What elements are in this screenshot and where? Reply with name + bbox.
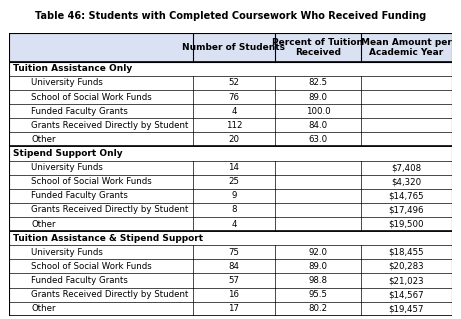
- Text: Other: Other: [31, 304, 56, 313]
- Text: Grants Received Directly by Student: Grants Received Directly by Student: [31, 121, 189, 130]
- Text: Number of Students: Number of Students: [182, 43, 285, 52]
- Text: University Funds: University Funds: [31, 163, 103, 172]
- Text: 112: 112: [225, 121, 242, 130]
- Text: Funded Faculty Grants: Funded Faculty Grants: [31, 276, 128, 285]
- Text: Percent of Tuition
Received: Percent of Tuition Received: [272, 38, 363, 57]
- Text: 84.0: 84.0: [308, 121, 327, 130]
- Text: 14: 14: [228, 163, 239, 172]
- Text: $21,023: $21,023: [389, 276, 424, 285]
- Text: 92.0: 92.0: [308, 248, 327, 257]
- Text: 4: 4: [231, 219, 236, 228]
- Text: 16: 16: [228, 290, 239, 299]
- Text: $14,567: $14,567: [389, 290, 424, 299]
- Text: 95.5: 95.5: [308, 290, 327, 299]
- Text: Table 46: Students with Completed Coursework Who Received Funding: Table 46: Students with Completed Course…: [35, 11, 426, 21]
- Text: University Funds: University Funds: [31, 78, 103, 87]
- Text: 100.0: 100.0: [306, 107, 330, 115]
- Text: Other: Other: [31, 219, 56, 228]
- Text: 75: 75: [228, 248, 239, 257]
- Bar: [9, 90, 452, 104]
- Text: 80.2: 80.2: [308, 304, 327, 313]
- Text: 76: 76: [228, 93, 239, 101]
- Bar: [9, 76, 452, 90]
- Text: Funded Faculty Grants: Funded Faculty Grants: [31, 191, 128, 200]
- Text: $19,500: $19,500: [389, 219, 424, 228]
- Bar: [9, 62, 452, 76]
- Text: 20: 20: [228, 135, 239, 144]
- Text: 57: 57: [228, 276, 239, 285]
- Bar: [9, 33, 452, 62]
- Bar: [9, 231, 452, 245]
- Bar: [9, 146, 452, 160]
- Text: School of Social Work Funds: School of Social Work Funds: [31, 93, 152, 101]
- Text: Tuition Assistance & Stipend Support: Tuition Assistance & Stipend Support: [13, 234, 203, 243]
- Bar: [9, 104, 452, 118]
- Text: Grants Received Directly by Student: Grants Received Directly by Student: [31, 290, 189, 299]
- Bar: [9, 203, 452, 217]
- Text: $18,455: $18,455: [389, 248, 424, 257]
- Text: 82.5: 82.5: [308, 78, 327, 87]
- Text: $20,283: $20,283: [389, 262, 424, 271]
- Bar: [9, 259, 452, 273]
- Text: Tuition Assistance Only: Tuition Assistance Only: [13, 64, 132, 73]
- Text: 89.0: 89.0: [308, 93, 327, 101]
- Text: $17,496: $17,496: [389, 205, 424, 214]
- Bar: [9, 132, 452, 146]
- Bar: [9, 118, 452, 132]
- Bar: [9, 175, 452, 189]
- Text: 9: 9: [231, 191, 236, 200]
- Text: Other: Other: [31, 135, 56, 144]
- Text: 98.8: 98.8: [308, 276, 327, 285]
- Bar: [9, 245, 452, 259]
- Bar: [9, 189, 452, 203]
- Text: 63.0: 63.0: [308, 135, 327, 144]
- Text: $7,408: $7,408: [391, 163, 421, 172]
- Text: 89.0: 89.0: [308, 262, 327, 271]
- Bar: [9, 160, 452, 175]
- Text: 8: 8: [231, 205, 236, 214]
- Text: 84: 84: [228, 262, 239, 271]
- Text: Mean Amount per
Academic Year: Mean Amount per Academic Year: [361, 38, 452, 57]
- Text: 52: 52: [228, 78, 239, 87]
- Text: 4: 4: [231, 107, 236, 115]
- Text: School of Social Work Funds: School of Social Work Funds: [31, 262, 152, 271]
- Bar: [9, 273, 452, 288]
- Text: $14,765: $14,765: [389, 191, 424, 200]
- Bar: [9, 288, 452, 302]
- Text: University Funds: University Funds: [31, 248, 103, 257]
- Text: School of Social Work Funds: School of Social Work Funds: [31, 177, 152, 186]
- Text: Stipend Support Only: Stipend Support Only: [13, 149, 122, 158]
- Text: 25: 25: [228, 177, 239, 186]
- Text: Funded Faculty Grants: Funded Faculty Grants: [31, 107, 128, 115]
- Text: $4,320: $4,320: [391, 177, 421, 186]
- Text: 17: 17: [228, 304, 239, 313]
- Bar: [9, 302, 452, 316]
- Text: Grants Received Directly by Student: Grants Received Directly by Student: [31, 205, 189, 214]
- Bar: [9, 217, 452, 231]
- Text: $19,457: $19,457: [389, 304, 424, 313]
